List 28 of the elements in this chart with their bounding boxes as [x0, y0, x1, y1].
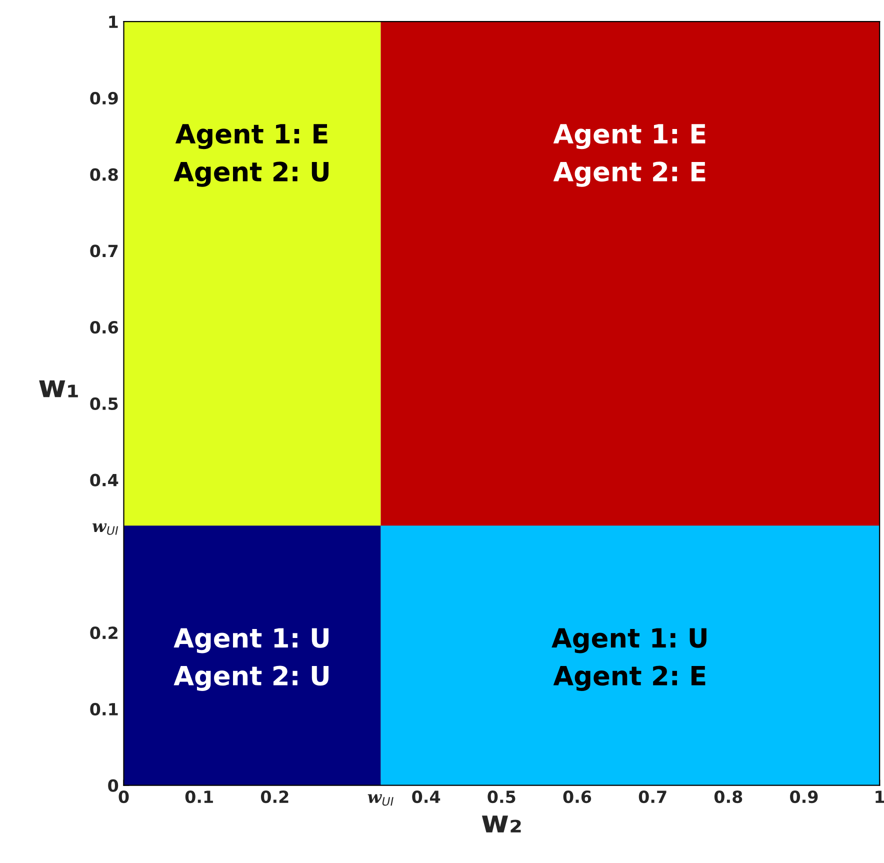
annotation: Agent 1: E Agent 2: E — [553, 124, 706, 187]
x-tick-label: 0.4 — [412, 790, 440, 804]
x-tick-label: 0 — [118, 790, 129, 804]
x-tick-label: 0.6 — [563, 790, 592, 804]
annotation: Agent 1: U Agent 2: E — [552, 628, 706, 691]
x-tick-label: 0.1 — [185, 790, 213, 804]
x-tick-label: 0.5 — [488, 790, 516, 804]
x-tick-label: 0.2 — [260, 790, 288, 804]
y-tick-label: 0.7 — [90, 244, 118, 258]
x-tick-label: 0.9 — [790, 790, 818, 804]
y-tick-label: 0.9 — [90, 92, 118, 105]
x-tick-label: 0.7 — [638, 790, 666, 804]
y-axis-title: w₁ — [39, 380, 78, 398]
y-tick-label: 0.4 — [90, 474, 118, 486]
y-tick-label: 0.2 — [90, 626, 118, 640]
y-tick-label: 0 — [108, 779, 118, 792]
annotation: Agent 1: U Agent 2: U — [174, 628, 328, 691]
annotation: Agent 1: E Agent 2: U — [174, 124, 328, 187]
y-tick-label: 0.5 — [90, 397, 118, 410]
y-tick-label: 0.8 — [90, 168, 118, 181]
y-tick-label: 0.6 — [90, 321, 118, 334]
y-tick-label: 0.1 — [90, 702, 118, 716]
x-tick-label: 1 — [876, 790, 884, 803]
x-tick-label: w$_{UI}$ — [368, 794, 394, 806]
y-tick-label: 1 — [109, 16, 118, 28]
x-axis-title: w₂ — [482, 816, 521, 832]
x-tick-label: 0.8 — [714, 790, 742, 804]
y-tick-label: w$_{UI}$ — [92, 523, 118, 535]
